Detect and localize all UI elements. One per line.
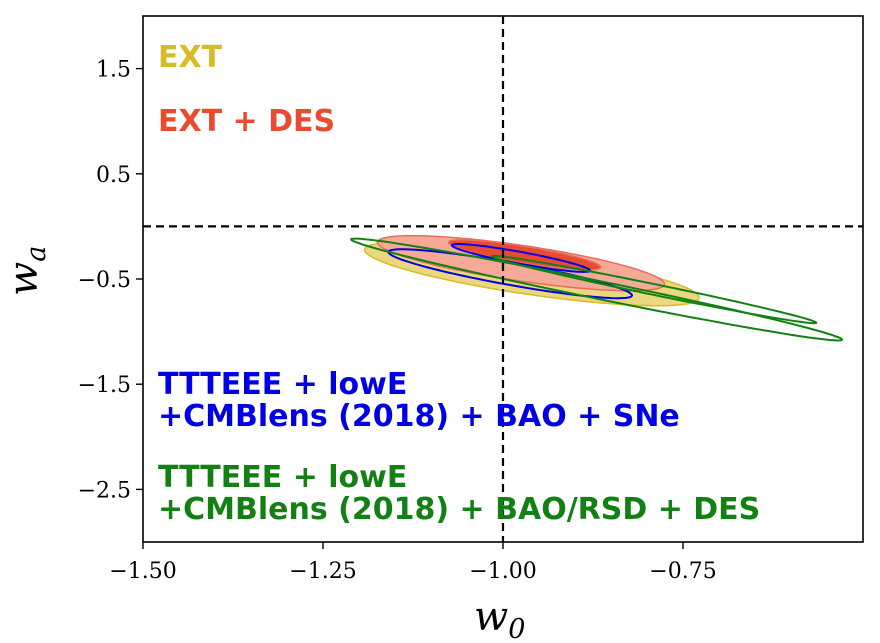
y-tick-label: −0.5 — [78, 268, 131, 293]
legend-entry-1-line-1: EXT — [158, 40, 223, 75]
contour-4-68pct — [490, 254, 818, 325]
y-tick-label: 0.5 — [96, 163, 131, 188]
x-tick-label: −1.50 — [109, 559, 176, 584]
x-tick-label: −0.75 — [649, 559, 716, 584]
x-axis-label-sub: 0 — [508, 614, 525, 643]
x-axis-label-main: w — [474, 594, 508, 640]
y-tick-label: 1.5 — [96, 58, 131, 83]
contour-layer — [350, 234, 844, 342]
y-tick-label: −2.5 — [78, 478, 131, 503]
y-axis: 1.5 0.5 −0.5 −1.5 −2.5 — [78, 58, 143, 503]
y-axis-label-main: w — [1, 262, 47, 296]
reference-lines — [143, 16, 863, 542]
contour-3-95pct — [387, 248, 634, 300]
y-axis-label: wa — [1, 246, 52, 296]
legend-entry-4-line-2: +CMBlens (2018) + BAO/RSD + DES — [158, 492, 760, 527]
legend-entry-4-line-1: TTTEEE + lowE — [158, 460, 407, 495]
contour-3-68pct — [451, 243, 591, 273]
x-tick-label: −1.25 — [289, 559, 356, 584]
legend-entry-3-line-1: TTTEEE + lowE — [158, 367, 407, 402]
legend-entry-3-line-2: +CMBlens (2018) + BAO + SNe — [158, 399, 680, 434]
x-tick-label: −1.00 — [469, 559, 536, 584]
y-tick-label: −1.5 — [78, 373, 131, 398]
y-axis-label-sub: a — [21, 246, 52, 262]
x-axis: −1.50 −1.25 −1.00 −0.75 — [109, 542, 717, 584]
legend-entry-2-line-1: EXT + DES — [158, 104, 335, 139]
x-axis-label: w0 — [474, 594, 525, 643]
